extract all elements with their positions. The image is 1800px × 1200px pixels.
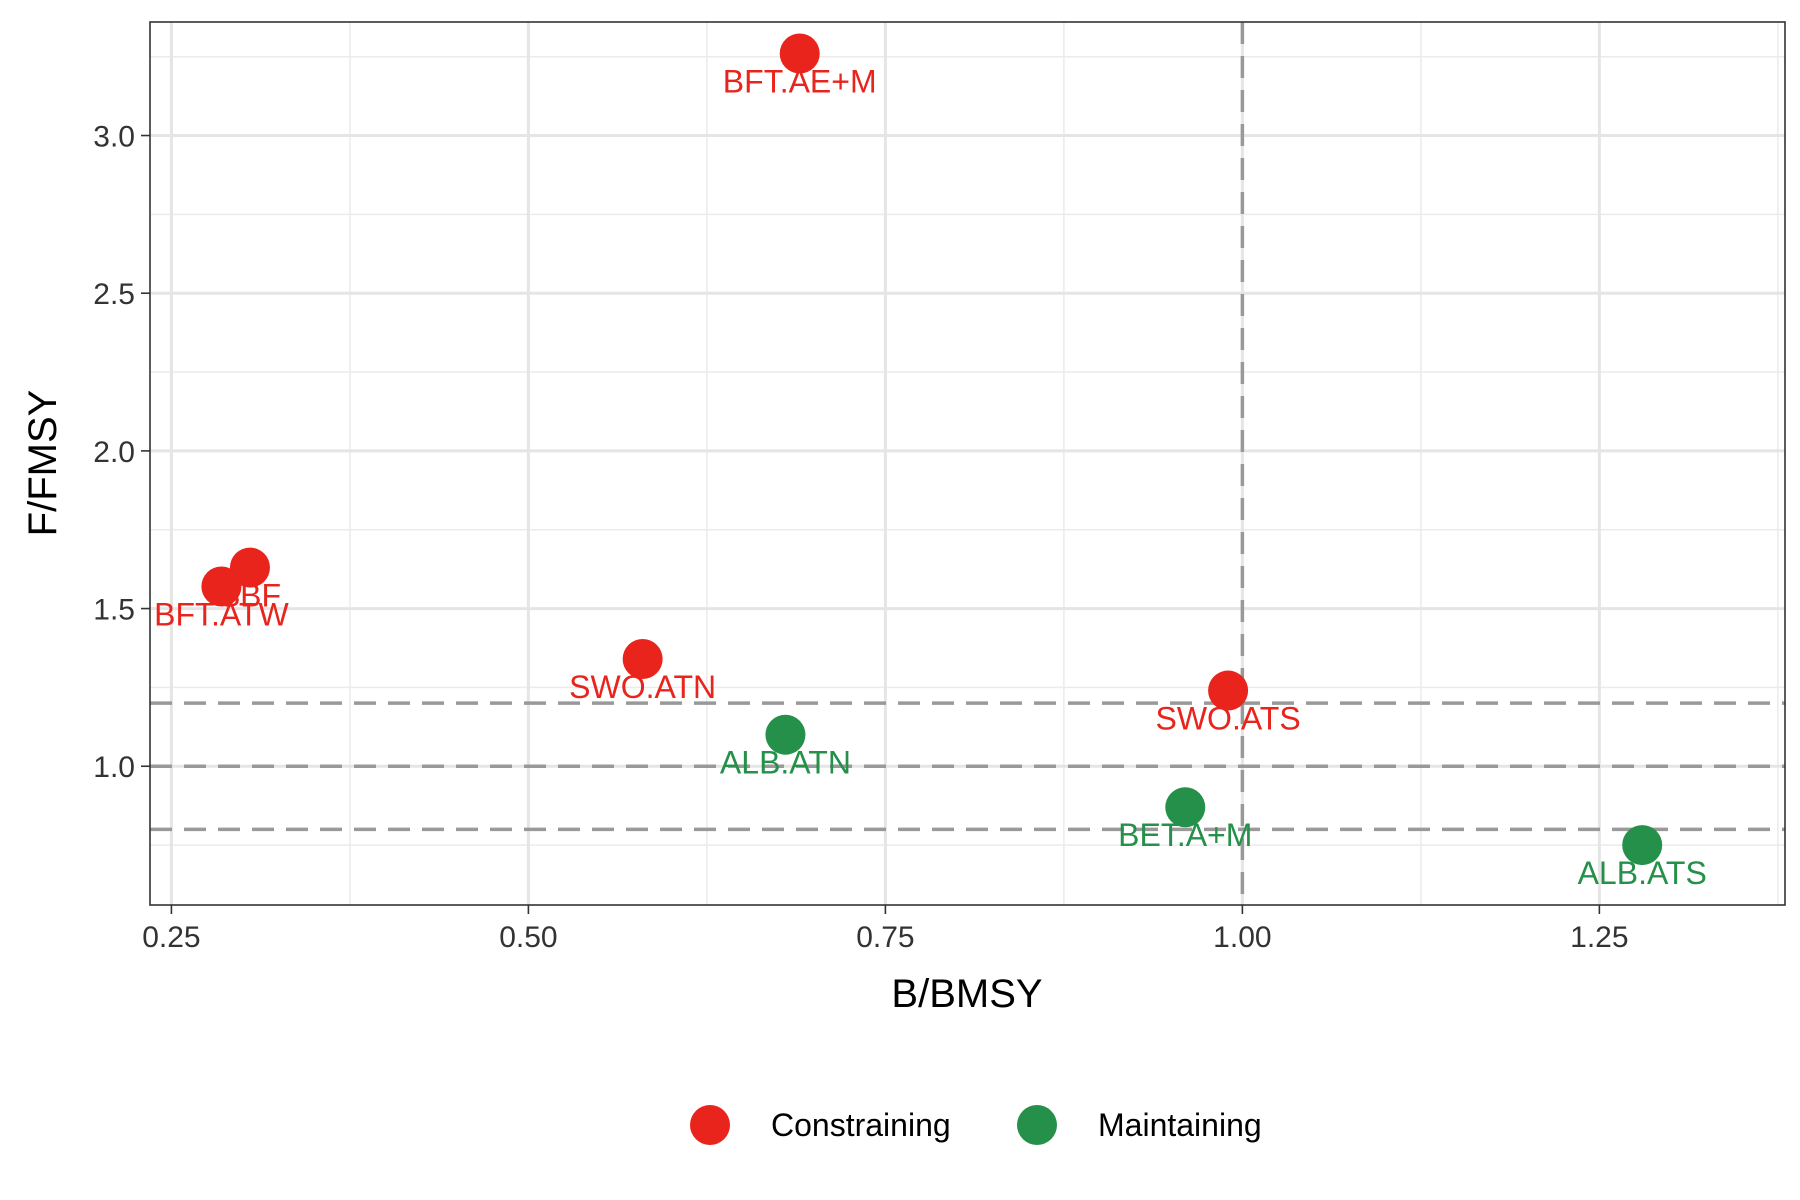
legend-label: Maintaining	[1098, 1107, 1262, 1143]
data-label: BFT.AE+M	[723, 64, 877, 100]
legend-label: Constraining	[771, 1107, 951, 1143]
reference-lines	[150, 22, 1785, 905]
x-axis-title: B/BMSY	[891, 972, 1042, 1016]
plot-border	[149, 21, 1786, 906]
data-point	[622, 639, 663, 680]
x-tick-label: 0.50	[499, 921, 557, 954]
x-tick-label: 0.25	[142, 921, 200, 954]
data-label: SBF	[219, 578, 281, 614]
data-label: ALB.ATN	[720, 745, 851, 781]
y-tick-label: 3.0	[93, 121, 135, 154]
x-tick-label: 1.00	[1213, 921, 1271, 954]
legend: Constraining Maintaining	[690, 1105, 1262, 1145]
data-label: ALB.ATS	[1578, 855, 1707, 891]
y-axis-ticks: 1.0 1.5 2.0 2.5 3.0	[93, 121, 150, 784]
y-tick-label: 1.5	[93, 594, 135, 627]
x-tick-label: 1.25	[1570, 921, 1628, 954]
data-point	[229, 547, 270, 588]
minor-grid	[150, 22, 1785, 905]
data-point	[201, 566, 242, 607]
data-point	[765, 714, 806, 755]
data-points	[201, 33, 1663, 866]
x-tick-label: 0.75	[856, 921, 914, 954]
y-axis-title: F/FMSY	[21, 390, 65, 537]
x-axis-ticks: 0.25 0.50 0.75 1.00 1.25	[142, 905, 1629, 954]
data-label: BET.A+M	[1118, 817, 1252, 853]
legend-key	[690, 1105, 730, 1145]
y-tick-label: 1.0	[93, 751, 135, 784]
data-point	[779, 33, 820, 74]
data-point	[1622, 825, 1663, 866]
data-point	[1208, 670, 1249, 711]
data-label: SWO.ATN	[569, 669, 716, 705]
data-label: BFT.ATW	[154, 596, 289, 632]
plot-panel	[150, 22, 1785, 905]
data-label: SWO.ATS	[1156, 701, 1301, 737]
data-point	[1165, 787, 1206, 828]
legend-key	[1017, 1105, 1057, 1145]
y-tick-label: 2.0	[93, 436, 135, 469]
y-tick-label: 2.5	[93, 278, 135, 311]
